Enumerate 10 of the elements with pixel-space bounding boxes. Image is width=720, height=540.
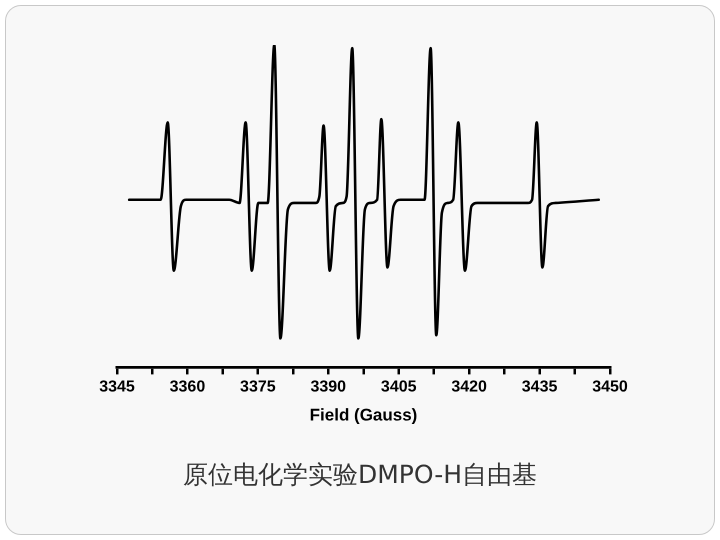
x-axis-title: Field (Gauss) — [310, 405, 418, 424]
x-tick-label: 3435 — [522, 378, 558, 396]
text: 原位电化学实验DMPO-H自由基 — [182, 459, 538, 491]
x-tick-label: 3345 — [99, 378, 135, 396]
x-tick-label: 3360 — [170, 378, 206, 396]
x-tick-label: 3405 — [380, 378, 417, 396]
x-tick-label: 3390 — [310, 378, 346, 396]
x-tick-label: 3450 — [592, 378, 628, 396]
x-tick-label: 3375 — [240, 378, 276, 396]
x-tick-label: 3420 — [451, 378, 488, 396]
